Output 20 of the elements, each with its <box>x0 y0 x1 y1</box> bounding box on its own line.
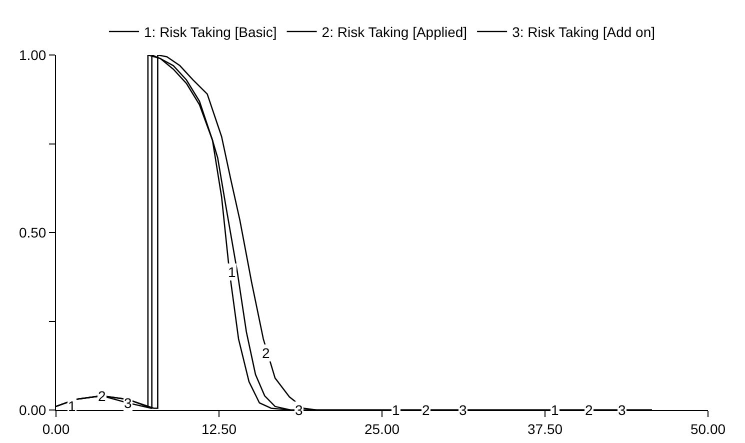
annotation: 3 <box>459 402 467 418</box>
y-tick-label: 0.50 <box>18 224 46 240</box>
x-tick-label: 37.50 <box>527 420 563 437</box>
annotation: 1 <box>68 398 76 414</box>
annotation: 1 <box>551 402 559 418</box>
annotation: 3 <box>618 402 626 418</box>
y-tick-label: 1.00 <box>18 46 46 63</box>
x-tick-label: 12.50 <box>201 420 237 437</box>
x-tick-label: 25.00 <box>364 420 400 437</box>
annotation: 2 <box>422 402 430 418</box>
legend-label: 2: Risk Taking [Applied] <box>322 24 468 40</box>
x-tick-label: 50.00 <box>690 420 726 437</box>
annotation: 2 <box>585 402 593 418</box>
legend-label: 1: Risk Taking [Basic] <box>144 24 277 40</box>
legend-label: 3: Risk Taking [Add on] <box>512 24 655 40</box>
annotation: 1 <box>392 402 400 418</box>
x-tick-label: 0.00 <box>42 420 70 437</box>
annotation: 3 <box>295 402 303 418</box>
y-tick-label: 0.00 <box>18 402 46 418</box>
annotation: 2 <box>262 345 270 361</box>
